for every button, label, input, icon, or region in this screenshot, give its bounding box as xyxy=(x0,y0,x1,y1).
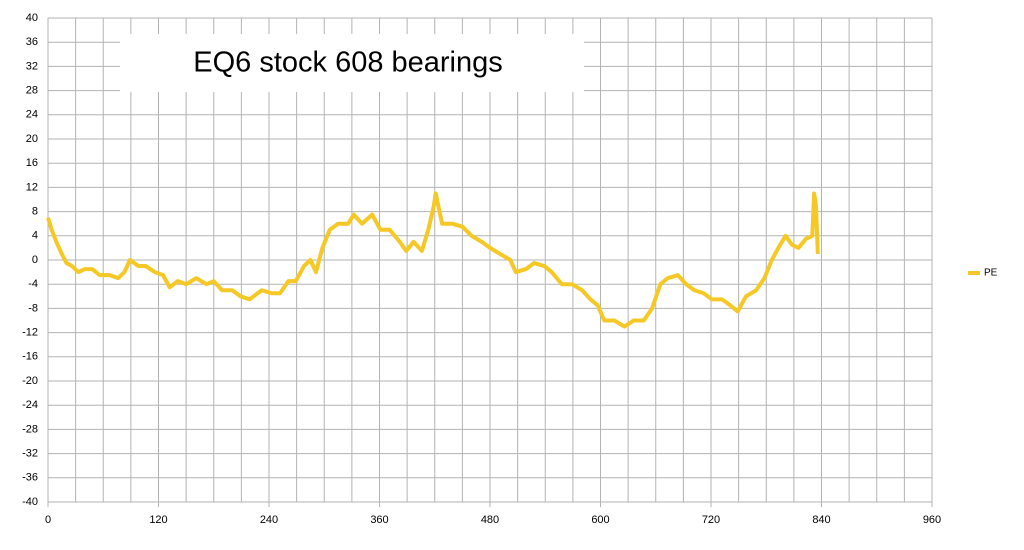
x-tick-label: 480 xyxy=(481,514,499,526)
legend-label: PE xyxy=(984,268,998,279)
y-tick-label: 12 xyxy=(26,181,38,193)
x-tick-label: 720 xyxy=(702,514,720,526)
y-tick-label: 40 xyxy=(26,12,38,24)
x-tick-label: 600 xyxy=(591,514,609,526)
x-tick-label: 840 xyxy=(812,514,830,526)
data-line xyxy=(46,191,820,329)
y-tick-label: 24 xyxy=(26,109,38,121)
y-tick-label: 20 xyxy=(26,133,38,145)
y-tick-label: 8 xyxy=(32,206,38,218)
y-tick-label: 28 xyxy=(26,85,38,97)
y-tick-label: 0 xyxy=(32,254,38,266)
y-tick-label: -24 xyxy=(22,399,38,411)
y-tick-label: -40 xyxy=(22,496,38,508)
y-tick-label: -8 xyxy=(28,302,38,314)
title-box xyxy=(120,34,584,92)
x-tick-label: 240 xyxy=(260,514,278,526)
y-tick-label: 36 xyxy=(26,36,38,48)
y-tick-label: 4 xyxy=(32,230,38,242)
y-tick-label: -36 xyxy=(22,472,38,484)
y-tick-label: -28 xyxy=(22,423,38,435)
y-tick-label: 16 xyxy=(26,157,38,169)
x-tick-label: 960 xyxy=(923,514,941,526)
y-tick-label: -12 xyxy=(22,327,38,339)
y-tick-label: -32 xyxy=(22,448,38,460)
y-tick-label: -16 xyxy=(22,351,38,363)
x-tick-label: 120 xyxy=(149,514,167,526)
y-tick-label: -4 xyxy=(28,278,38,290)
x-tick-label: 360 xyxy=(370,514,388,526)
y-tick-label: -20 xyxy=(22,375,38,387)
chart-title: EQ6 stock 608 bearings xyxy=(193,47,503,79)
y-tick-label: 32 xyxy=(26,60,38,72)
x-tick-label: 0 xyxy=(45,514,51,526)
